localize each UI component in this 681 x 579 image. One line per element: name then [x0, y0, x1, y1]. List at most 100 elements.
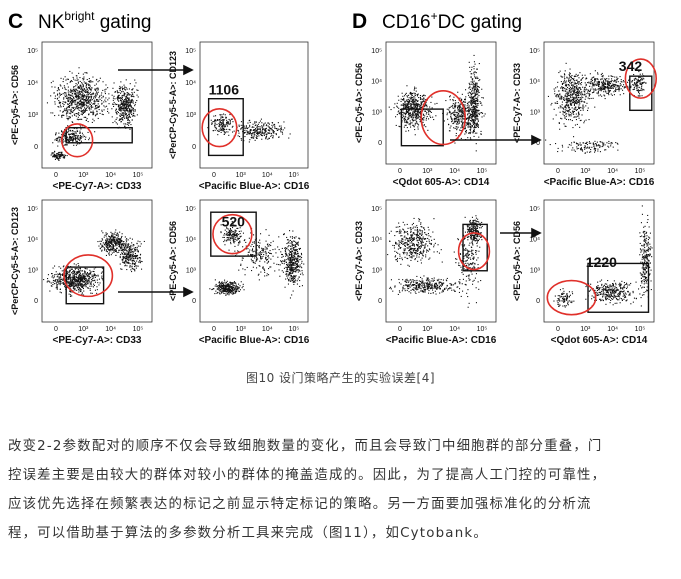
event-dot — [246, 266, 248, 268]
event-dot — [68, 141, 70, 143]
event-dot — [122, 256, 124, 258]
event-dot — [90, 111, 92, 113]
event-dot — [66, 110, 68, 112]
event-dot — [125, 96, 127, 98]
event-dot — [78, 276, 80, 278]
event-dot — [408, 106, 410, 108]
event-dot — [443, 120, 445, 122]
event-dot — [449, 110, 451, 112]
event-dot — [293, 248, 295, 250]
event-dot — [78, 291, 80, 293]
event-dot — [409, 112, 411, 114]
y-axis-label: <PerCP-Cy5-5-A>: CD123 — [168, 51, 178, 159]
event-dot — [82, 84, 84, 86]
event-dot — [414, 119, 416, 121]
event-dot — [480, 133, 482, 135]
event-dot — [219, 286, 221, 288]
event-dot — [115, 239, 117, 241]
event-dot — [457, 110, 459, 112]
event-dot — [231, 118, 233, 120]
event-dot — [51, 285, 53, 287]
event-dot — [293, 249, 295, 251]
event-dot — [90, 99, 92, 101]
event-dot — [63, 98, 65, 100]
event-dot — [256, 252, 258, 254]
event-dot — [51, 273, 53, 275]
event-dot — [65, 102, 67, 104]
event-dot — [461, 109, 463, 111]
event-dot — [100, 240, 102, 242]
event-dot — [80, 110, 82, 112]
event-dot — [289, 260, 291, 262]
event-dot — [69, 137, 71, 139]
event-dot — [130, 250, 132, 252]
event-dot — [232, 283, 234, 285]
event-dot — [302, 274, 304, 276]
event-dot — [280, 251, 282, 253]
event-dot — [112, 97, 114, 99]
event-dot — [122, 102, 124, 104]
event-dot — [222, 127, 224, 129]
event-dot — [79, 272, 81, 274]
event-dot — [76, 137, 78, 139]
event-dot — [471, 96, 473, 98]
event-dot — [267, 255, 269, 257]
event-dot — [56, 139, 58, 141]
event-dot — [225, 291, 227, 293]
event-dot — [102, 232, 104, 234]
event-dot — [126, 108, 128, 110]
event-dot — [119, 242, 121, 244]
event-dot — [235, 288, 237, 290]
event-dot — [226, 121, 228, 123]
event-dot — [98, 106, 100, 108]
event-dot — [72, 274, 74, 276]
event-dot — [293, 240, 295, 242]
event-dot — [127, 105, 129, 107]
event-dot — [133, 251, 135, 253]
event-dot — [419, 107, 421, 109]
event-dot — [110, 254, 112, 256]
event-dot — [101, 102, 103, 104]
event-dot — [58, 266, 60, 268]
event-dot — [122, 117, 124, 119]
event-dot — [229, 233, 231, 235]
event-dot — [93, 271, 95, 273]
event-dot — [285, 278, 287, 280]
event-dot — [82, 276, 84, 278]
event-dot — [104, 93, 106, 95]
event-dot — [66, 136, 68, 138]
event-dot — [263, 268, 265, 270]
event-dot — [414, 94, 416, 96]
event-dot — [78, 103, 80, 105]
event-dot — [222, 123, 224, 125]
event-dot — [81, 284, 83, 286]
event-dot — [291, 236, 293, 238]
event-dot — [226, 121, 228, 123]
event-dot — [405, 116, 407, 118]
event-dot — [61, 133, 63, 135]
event-dot — [285, 261, 287, 263]
event-dot — [449, 111, 451, 113]
event-dot — [261, 131, 263, 133]
event-dot — [414, 124, 416, 126]
event-dot — [101, 97, 103, 99]
event-dot — [290, 248, 292, 250]
event-dot — [127, 122, 129, 124]
event-dot — [469, 107, 471, 109]
event-dot — [56, 138, 58, 140]
event-dot — [289, 267, 291, 269]
event-dot — [82, 89, 84, 91]
event-dot — [410, 104, 412, 106]
event-dot — [484, 113, 486, 115]
event-dot — [54, 103, 56, 105]
event-dot — [255, 260, 257, 262]
event-dot — [75, 107, 77, 109]
event-dot — [245, 127, 247, 129]
event-dot — [291, 263, 293, 265]
y-axis-label: <PerCP-Cy5-5-A>: CD123 — [10, 207, 20, 315]
event-dot — [249, 132, 251, 134]
event-dot — [123, 107, 125, 109]
event-dot — [113, 101, 115, 103]
event-dot — [67, 265, 69, 267]
event-dot — [133, 114, 135, 116]
